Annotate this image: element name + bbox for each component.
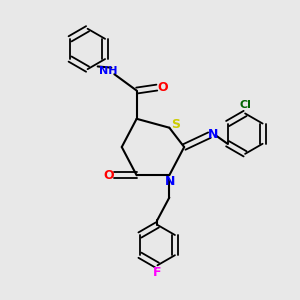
Text: NH: NH [99,66,118,76]
Text: N: N [208,128,218,141]
Text: F: F [153,266,162,279]
Text: Cl: Cl [239,100,251,110]
Text: O: O [158,81,168,94]
Text: N: N [164,175,175,188]
Text: S: S [171,118,180,131]
Text: O: O [103,169,114,182]
